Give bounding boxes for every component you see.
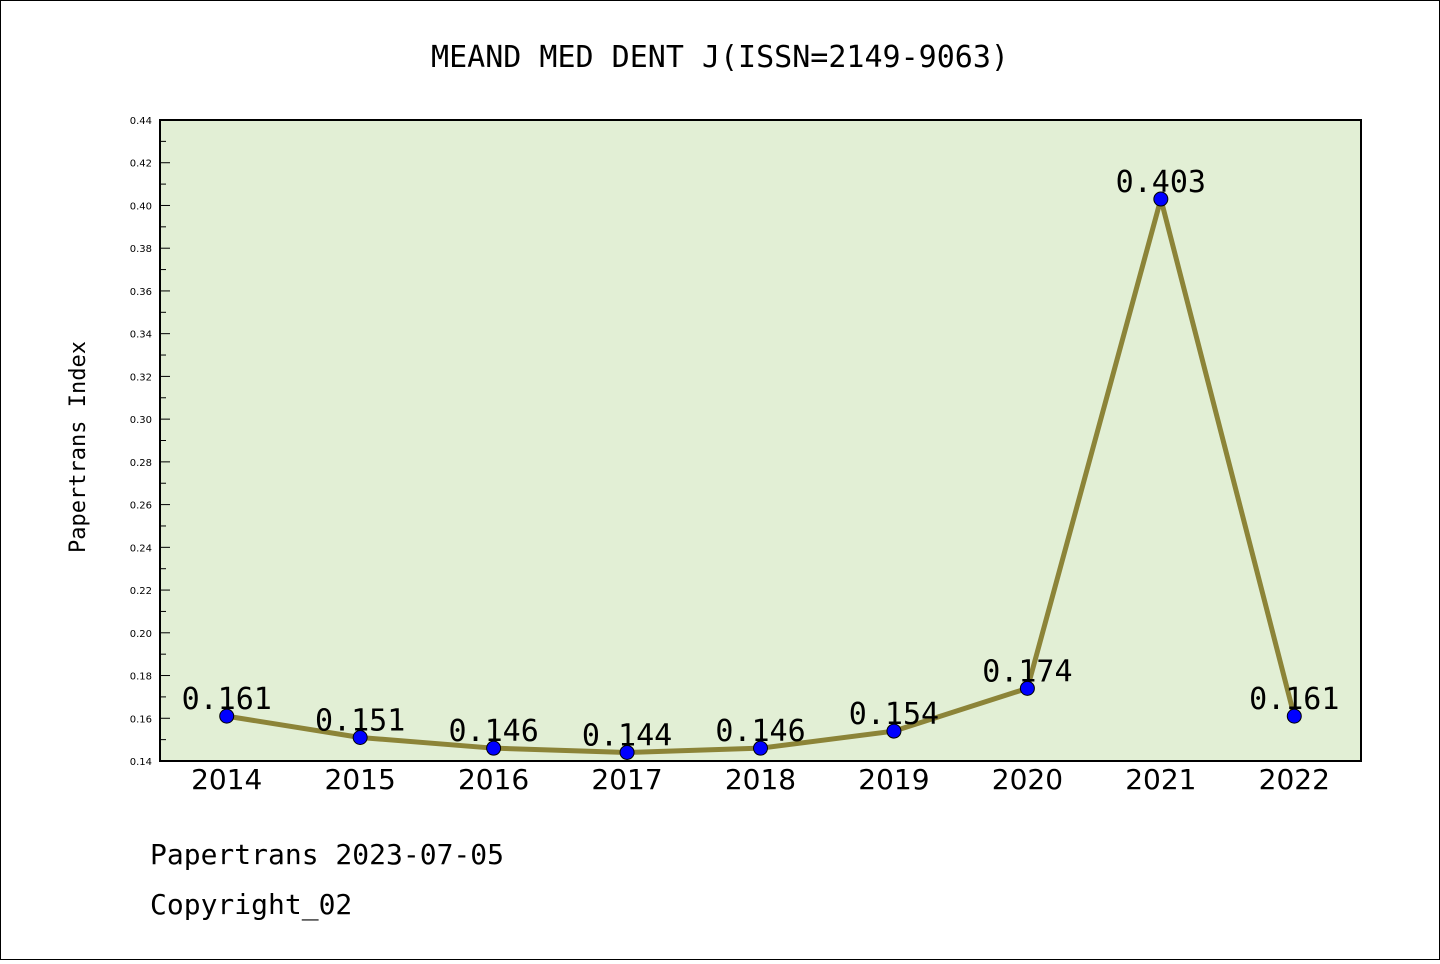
data-point bbox=[1153, 191, 1169, 207]
x-axis: 2014 2015 2016 2017 2018 2019 2020 2021 2022 bbox=[191, 763, 1330, 796]
data-point bbox=[1286, 708, 1302, 724]
y-tick-label: 0.32 bbox=[130, 372, 152, 383]
data-labels: 0.161 0.151 0.146 0.144 0.146 0.154 0.174 0.403… bbox=[182, 165, 1340, 753]
data-label: 0.161 bbox=[182, 682, 272, 717]
x-tick-label: 2014 bbox=[191, 763, 262, 796]
y-tick-label: 0.40 bbox=[130, 201, 152, 212]
footer-date: Papertrans 2023-07-05 bbox=[150, 838, 504, 871]
x-tick-label: 2018 bbox=[725, 763, 796, 796]
y-tick-label: 0.26 bbox=[130, 501, 152, 512]
y-tick-label: 0.22 bbox=[130, 586, 152, 597]
y-tick-label: 0.36 bbox=[130, 287, 152, 298]
data-label: 0.403 bbox=[1116, 165, 1206, 200]
plot-area bbox=[159, 119, 1362, 762]
data-label: 0.144 bbox=[582, 718, 672, 753]
y-tick-label: 0.16 bbox=[130, 714, 152, 725]
data-label: 0.161 bbox=[1249, 682, 1339, 717]
x-tick-label: 2020 bbox=[992, 763, 1063, 796]
y-tick-label: 0.28 bbox=[130, 458, 152, 469]
y-tick-label: 0.18 bbox=[130, 672, 152, 683]
y-tick-label: 0.42 bbox=[130, 159, 152, 170]
data-point bbox=[753, 740, 768, 756]
y-tick-label: 0.34 bbox=[130, 330, 152, 341]
y-tick-label: 0.20 bbox=[130, 629, 152, 640]
x-tick-label: 2016 bbox=[458, 763, 529, 796]
x-tick-label: 2022 bbox=[1259, 763, 1330, 796]
y-tick-label: 0.24 bbox=[130, 543, 152, 554]
y-axis-label: Papertrans Index bbox=[66, 341, 91, 553]
data-point bbox=[619, 744, 635, 760]
x-tick-label: 2015 bbox=[325, 763, 396, 796]
x-tick-label: 2021 bbox=[1125, 763, 1196, 796]
data-point bbox=[886, 723, 902, 739]
y-axis: 0.14 0.16 0.18 0.20 0.22 0.24 0.26 0.28 0.30 0.32… bbox=[130, 116, 170, 768]
data-label: 0.146 bbox=[448, 714, 538, 749]
y-tick-label: 0.38 bbox=[130, 244, 152, 255]
y-tick-label: 0.44 bbox=[130, 116, 152, 127]
data-label: 0.151 bbox=[315, 703, 405, 738]
data-point bbox=[1019, 680, 1035, 696]
y-tick-label: 0.14 bbox=[130, 757, 152, 768]
x-tick-label: 2019 bbox=[858, 763, 929, 796]
footer-copyright: Copyright_02 bbox=[150, 888, 352, 922]
data-point bbox=[486, 740, 502, 756]
data-point bbox=[352, 729, 368, 745]
data-point bbox=[219, 708, 235, 724]
x-tick-label: 2017 bbox=[591, 763, 662, 796]
chart-title: MEAND MED DENT J(ISSN=2149-9063) bbox=[431, 40, 1009, 75]
data-label: 0.174 bbox=[982, 654, 1072, 689]
data-label: 0.154 bbox=[849, 697, 939, 732]
data-label: 0.146 bbox=[715, 714, 805, 749]
y-tick-label: 0.30 bbox=[130, 415, 152, 426]
data-points bbox=[219, 191, 1302, 760]
